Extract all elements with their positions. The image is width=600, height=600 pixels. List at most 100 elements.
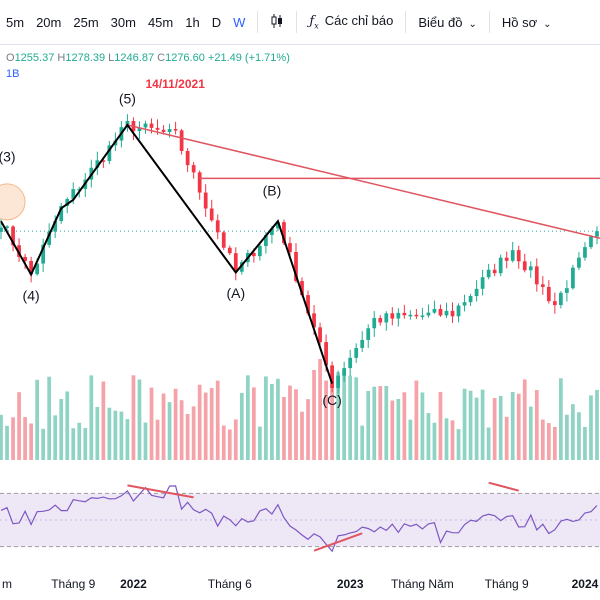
candle-body[interactable] xyxy=(552,301,557,306)
candle-body[interactable] xyxy=(498,257,503,274)
candle-body[interactable] xyxy=(534,266,539,285)
candle-body[interactable] xyxy=(486,269,491,278)
candle-body[interactable] xyxy=(179,130,184,151)
candle-body[interactable] xyxy=(420,315,425,317)
candle-body[interactable] xyxy=(396,312,401,319)
interval-25m[interactable]: 25m xyxy=(73,14,99,30)
candle-body[interactable] xyxy=(522,261,527,271)
candle-body[interactable] xyxy=(35,263,39,275)
chart-type-button[interactable]: Biểu đồ ⌄ xyxy=(412,15,482,30)
candle-body[interactable] xyxy=(330,365,334,388)
candle-body[interactable] xyxy=(565,288,569,293)
candle-body[interactable] xyxy=(306,295,310,314)
candle-body[interactable] xyxy=(577,257,581,268)
candle-body[interactable] xyxy=(348,357,353,369)
candle-body[interactable] xyxy=(47,231,52,245)
candle-body[interactable] xyxy=(468,296,473,303)
candle-body[interactable] xyxy=(251,252,256,257)
candle-body[interactable] xyxy=(474,288,479,297)
candle-body[interactable] xyxy=(528,266,533,271)
candle-body[interactable] xyxy=(504,257,509,261)
candle-body[interactable] xyxy=(312,313,316,328)
candle-body[interactable] xyxy=(360,339,365,348)
indicators-button[interactable]: ƒx Các chỉ báo xyxy=(303,13,399,31)
candle-body[interactable] xyxy=(456,305,461,317)
candle-body[interactable] xyxy=(294,252,298,282)
candle-body[interactable] xyxy=(137,127,142,132)
candle-body[interactable] xyxy=(53,221,58,232)
candle-body[interactable] xyxy=(390,313,395,319)
candle-body[interactable] xyxy=(95,160,100,168)
candle-body[interactable] xyxy=(354,347,359,358)
candle-body[interactable] xyxy=(185,150,190,166)
candle-body[interactable] xyxy=(239,262,244,272)
candle-body[interactable] xyxy=(149,123,154,128)
profile-button[interactable]: Hồ sơ ⌄ xyxy=(496,15,558,30)
interval-1h[interactable]: 1h xyxy=(185,14,200,30)
candle-body[interactable] xyxy=(480,277,485,289)
candle-body[interactable] xyxy=(432,308,437,313)
candle-body[interactable] xyxy=(101,160,106,162)
candle-body[interactable] xyxy=(402,312,407,316)
candle-body[interactable] xyxy=(143,123,148,128)
candle-body[interactable] xyxy=(571,267,575,289)
interval-5m[interactable]: 5m xyxy=(6,14,25,30)
candle-body[interactable] xyxy=(426,312,431,316)
candle-body[interactable] xyxy=(264,235,268,247)
candle-body[interactable] xyxy=(197,172,202,193)
interval-d[interactable]: D xyxy=(211,14,222,30)
candle-body[interactable] xyxy=(540,284,545,287)
candle-body[interactable] xyxy=(209,208,214,221)
candle-body[interactable] xyxy=(173,129,178,131)
candle-body[interactable] xyxy=(595,231,599,237)
candle-body[interactable] xyxy=(300,281,304,296)
candle-body[interactable] xyxy=(276,222,280,229)
candle-body[interactable] xyxy=(288,243,292,253)
candle-body[interactable] xyxy=(366,328,371,340)
interval-45m[interactable]: 45m xyxy=(147,14,174,30)
interval-20m[interactable]: 20m xyxy=(36,14,62,30)
candle-body[interactable] xyxy=(282,222,286,244)
candle-body[interactable] xyxy=(5,226,9,228)
candle-body[interactable] xyxy=(155,127,160,130)
candle-body[interactable] xyxy=(559,292,563,306)
candle-body[interactable] xyxy=(546,286,551,302)
candle-body[interactable] xyxy=(0,227,3,232)
candle-body[interactable] xyxy=(378,318,383,323)
candle-body[interactable] xyxy=(516,250,521,262)
candle-body[interactable] xyxy=(408,314,413,317)
candle-body[interactable] xyxy=(318,327,322,343)
candle-body[interactable] xyxy=(221,232,226,248)
candle-body[interactable] xyxy=(71,189,76,200)
candle-body[interactable] xyxy=(258,246,262,257)
candle-body[interactable] xyxy=(492,269,497,274)
candle-body[interactable] xyxy=(65,199,70,206)
candle-body[interactable] xyxy=(227,247,232,254)
candle-body[interactable] xyxy=(11,226,15,246)
candle-body[interactable] xyxy=(107,145,112,162)
candle-body[interactable] xyxy=(77,188,82,191)
candle-body[interactable] xyxy=(414,314,419,317)
candle-body[interactable] xyxy=(17,245,21,257)
candlestick-icon[interactable] xyxy=(264,13,290,32)
interval-w[interactable]: W xyxy=(233,14,246,30)
candle-body[interactable] xyxy=(41,244,46,264)
interval-30m[interactable]: 30m xyxy=(110,14,136,30)
candle-body[interactable] xyxy=(342,368,347,376)
candle-body[interactable] xyxy=(59,205,64,222)
candle-body[interactable] xyxy=(23,256,27,261)
candle-body[interactable] xyxy=(510,250,515,261)
candle-body[interactable] xyxy=(589,236,593,248)
candle-body[interactable] xyxy=(215,220,220,233)
candle-body[interactable] xyxy=(29,260,33,275)
candle-body[interactable] xyxy=(336,375,340,388)
candle-body[interactable] xyxy=(438,308,443,316)
candle-body[interactable] xyxy=(450,310,455,317)
candle-body[interactable] xyxy=(167,129,172,132)
candle-body[interactable] xyxy=(203,192,208,209)
candle-body[interactable] xyxy=(324,342,328,366)
candle-body[interactable] xyxy=(161,129,166,132)
candle-body[interactable] xyxy=(191,165,196,173)
candle-body[interactable] xyxy=(384,313,389,323)
candle-body[interactable] xyxy=(233,253,238,272)
